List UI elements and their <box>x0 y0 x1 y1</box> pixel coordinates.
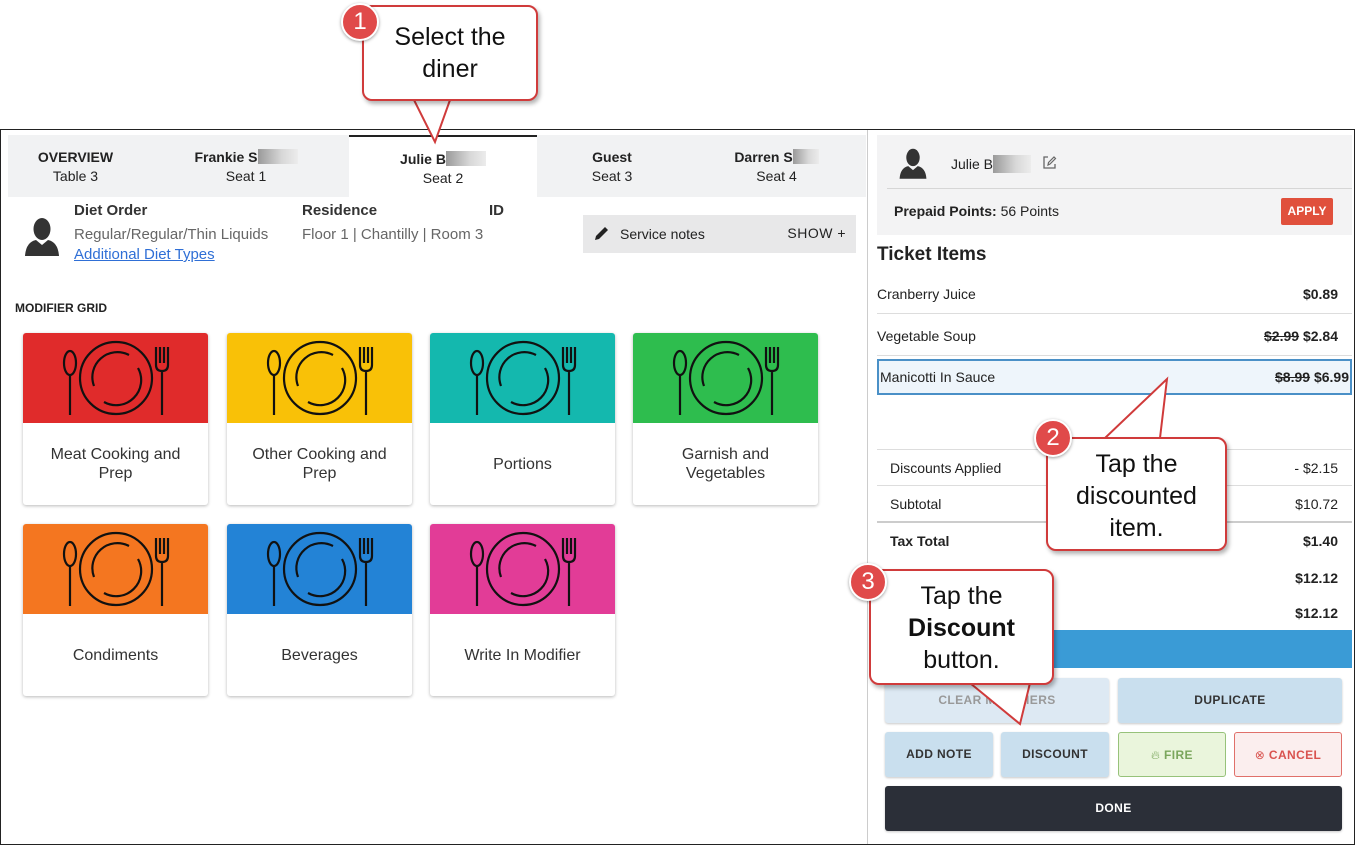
tab-sublabel: Seat 4 <box>756 168 797 184</box>
residence-value: Floor 1 | Chantilly | Room 3 <box>302 226 484 243</box>
plate-utensils-icon <box>469 531 577 607</box>
guest-name: Julie B <box>951 155 1032 173</box>
tile-image <box>633 333 818 423</box>
seat-tabs: OVERVIEW Table 3 Frankie S Seat 1 Julie … <box>8 135 866 197</box>
diet-order-value: Regular/Regular/Thin Liquids <box>74 226 269 243</box>
tile-image <box>23 524 208 614</box>
tile-image <box>227 333 412 423</box>
prepaid-points: Prepaid Points: 56 Points <box>894 203 1059 219</box>
plate-utensils-icon <box>62 531 170 607</box>
tab-label: Julie B <box>400 151 446 167</box>
plate-utensils-icon <box>672 340 780 416</box>
add-note-button[interactable]: ADD NOTE <box>885 732 993 777</box>
discounts-applied-row: Discounts Applied - $2.15 <box>890 460 1338 476</box>
tile-label: Portions <box>493 455 552 473</box>
plate-utensils-icon <box>266 340 374 416</box>
tab-sublabel: Seat 1 <box>225 168 267 184</box>
tab-label: OVERVIEW <box>37 149 114 165</box>
item-name: Vegetable Soup <box>877 328 976 344</box>
guest-header: Julie B Prepaid Points: 56 Points APPLY <box>877 135 1352 235</box>
item-price: $8.99 $6.99 <box>1275 369 1349 385</box>
tab-sublabel: Table 3 <box>52 168 99 184</box>
plate-utensils-icon <box>62 340 170 416</box>
modifier-grid-title: MODIFIER GRID <box>15 301 107 315</box>
service-notes-label: Service notes <box>620 226 705 242</box>
callout-2: Tap the discounted item. <box>1046 437 1227 551</box>
callout-3: Tap the Discount button. <box>869 569 1054 685</box>
show-notes-button[interactable]: SHOW + <box>787 225 846 241</box>
redaction-blur <box>792 149 819 164</box>
step-badge-3: 3 <box>849 563 887 601</box>
modifier-tile[interactable]: Portions <box>430 333 615 505</box>
cancel-button[interactable]: ⊗ CANCEL <box>1234 732 1342 777</box>
item-name: Manicotti In Sauce <box>880 369 996 385</box>
residence-label: Residence <box>302 202 378 219</box>
done-button[interactable]: DONE <box>885 786 1342 831</box>
ticket-item[interactable]: Vegetable Soup $2.99 $2.84 <box>877 315 1352 356</box>
modifier-tile[interactable]: Other Cooking and Prep <box>227 333 412 505</box>
callout-1: Select the diner <box>362 5 538 101</box>
apply-button[interactable]: APPLY <box>1281 198 1333 225</box>
redaction-blur <box>445 151 486 166</box>
modifier-tile[interactable]: Meat Cooking and Prep <box>23 333 208 505</box>
person-icon <box>899 148 927 179</box>
duplicate-button[interactable]: DUPLICATE <box>1118 678 1342 723</box>
tile-label: Beverages <box>281 646 358 664</box>
item-name: Cranberry Juice <box>877 286 976 302</box>
tab-seat-1[interactable]: Frankie S Seat 1 <box>143 135 349 197</box>
pencil-icon <box>595 227 608 240</box>
tile-image <box>430 333 615 423</box>
subtotal-row: Subtotal $10.72 <box>890 496 1338 512</box>
ticket-items-title: Ticket Items <box>877 244 987 265</box>
additional-diet-types-link[interactable]: Additional Diet Types <box>74 246 215 263</box>
modifier-tile[interactable]: Garnish and Vegetables <box>633 333 818 505</box>
ticket-item-selected[interactable]: Manicotti In Sauce $8.99 $6.99 <box>877 359 1352 395</box>
redaction-blur <box>257 149 298 164</box>
flame-icon: 🔥︎ <box>1151 748 1161 762</box>
step-badge-1: 1 <box>341 3 379 41</box>
app-frame: OVERVIEW Table 3 Frankie S Seat 1 Julie … <box>0 129 1355 845</box>
tile-label: Write In Modifier <box>464 646 581 664</box>
divider <box>887 188 1352 189</box>
edit-icon[interactable] <box>1042 155 1057 170</box>
tab-overview[interactable]: OVERVIEW Table 3 <box>8 135 143 197</box>
item-price: $0.89 <box>1302 286 1338 302</box>
service-notes-bar[interactable]: Service notes SHOW + <box>583 215 856 253</box>
tab-sublabel: Seat 2 <box>422 170 464 186</box>
plate-utensils-icon <box>469 340 577 416</box>
tile-label: Other Cooking and Prep <box>252 446 387 482</box>
id-label: ID <box>489 202 504 219</box>
modifier-tile[interactable]: Write In Modifier <box>430 524 615 696</box>
tab-seat-3[interactable]: Guest Seat 3 <box>537 135 687 197</box>
person-icon <box>25 218 59 256</box>
fire-button[interactable]: 🔥︎ FIRE <box>1118 732 1226 777</box>
tab-sublabel: Seat 3 <box>591 168 633 184</box>
modifier-tile[interactable]: Condiments <box>23 524 208 696</box>
item-price: $2.99 $2.84 <box>1264 328 1338 344</box>
step-badge-2: 2 <box>1034 419 1072 457</box>
tile-image <box>430 524 615 614</box>
diet-order-label: Diet Order <box>74 202 148 219</box>
tile-label: Condiments <box>72 646 159 664</box>
ticket-item[interactable]: Cranberry Juice $0.89 <box>877 273 1352 314</box>
tile-image <box>23 333 208 423</box>
cancel-circle-icon: ⊗ <box>1254 748 1266 762</box>
tab-label: Frankie S <box>194 149 258 165</box>
tile-label: Garnish and Vegetables <box>681 446 770 482</box>
tile-label: Meat Cooking and Prep <box>50 446 181 482</box>
tax-total-row: Tax Total $1.40 <box>890 533 1338 549</box>
plate-utensils-icon <box>266 531 374 607</box>
modifier-tile[interactable]: Beverages <box>227 524 412 696</box>
tab-label: Darren S <box>734 149 793 165</box>
tab-seat-4[interactable]: Darren S Seat 4 <box>687 135 866 197</box>
discount-button[interactable]: DISCOUNT <box>1001 732 1109 777</box>
tab-label: Guest <box>592 149 632 165</box>
tab-seat-2[interactable]: Julie B Seat 2 <box>349 135 537 197</box>
tile-image <box>227 524 412 614</box>
